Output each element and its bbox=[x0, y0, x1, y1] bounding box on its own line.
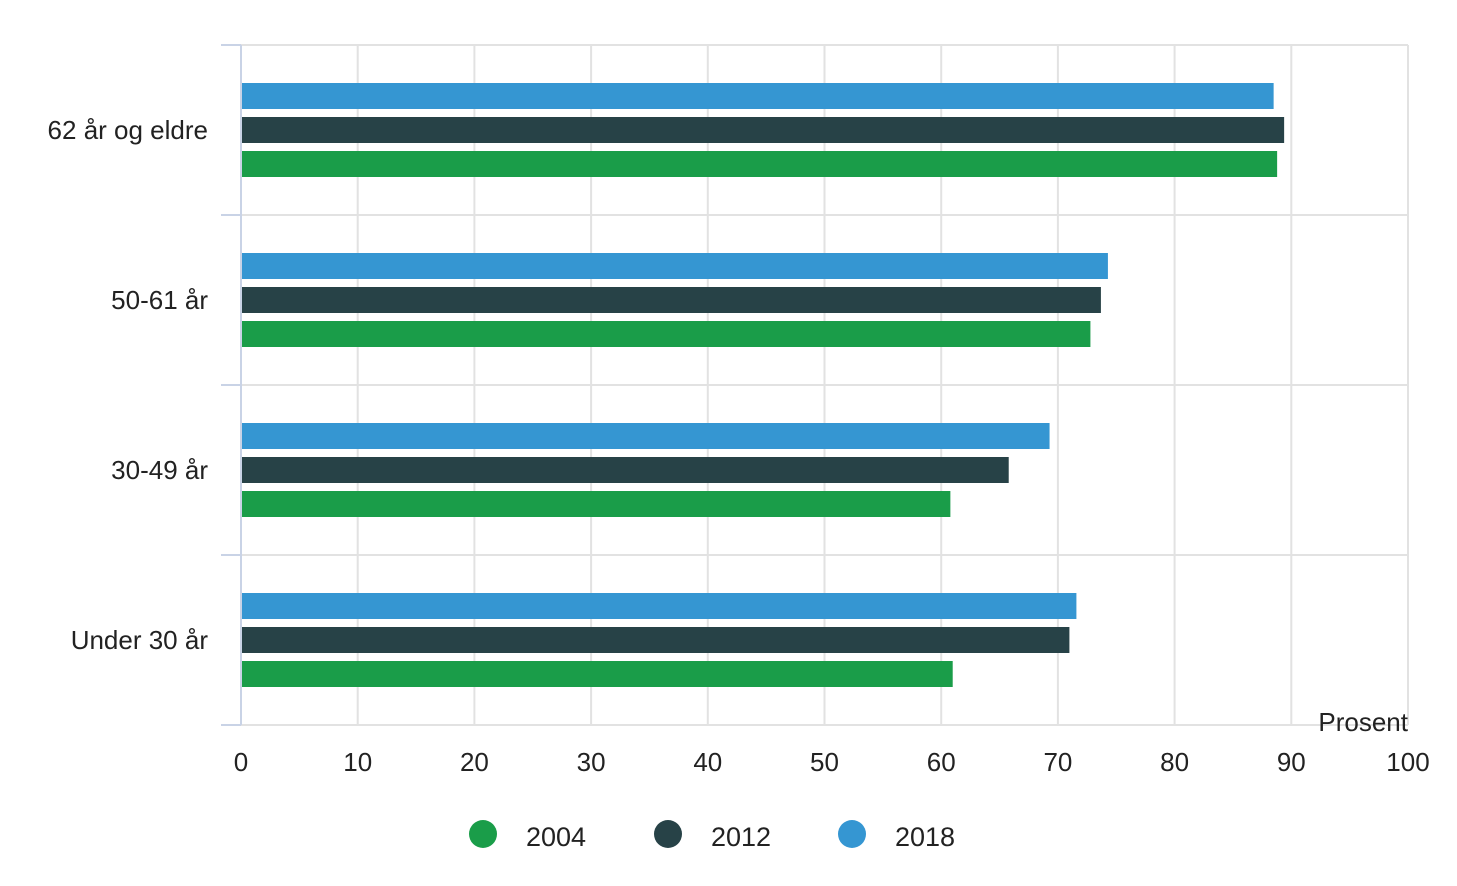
bar bbox=[242, 593, 1077, 619]
legend-marker bbox=[654, 820, 682, 848]
bar bbox=[242, 491, 951, 517]
x-tick-label: 10 bbox=[343, 747, 372, 777]
x-tick-label: 90 bbox=[1277, 747, 1306, 777]
x-tick-label: 0 bbox=[234, 747, 248, 777]
legend-label: 2004 bbox=[526, 822, 586, 852]
x-tick-label: 100 bbox=[1386, 747, 1429, 777]
bar bbox=[242, 661, 953, 687]
y-category-label: 62 år og eldre bbox=[48, 115, 208, 145]
x-tick-label: 30 bbox=[577, 747, 606, 777]
x-tick-label: 50 bbox=[810, 747, 839, 777]
axes bbox=[221, 44, 242, 726]
y-category-label: 50-61 år bbox=[111, 285, 208, 315]
bar bbox=[242, 117, 1285, 143]
x-tick-label: 70 bbox=[1043, 747, 1072, 777]
bar bbox=[242, 627, 1070, 653]
y-category-label: Under 30 år bbox=[71, 625, 209, 655]
bar bbox=[242, 287, 1101, 313]
bar bbox=[242, 457, 1009, 483]
bar bbox=[242, 151, 1278, 177]
x-tick-label: 60 bbox=[927, 747, 956, 777]
x-tick-label: 80 bbox=[1160, 747, 1189, 777]
legend-label: 2018 bbox=[895, 822, 955, 852]
bar bbox=[242, 83, 1274, 109]
bar bbox=[242, 423, 1050, 449]
bars bbox=[242, 83, 1285, 687]
bar bbox=[242, 321, 1091, 347]
legend: 2004 2012 2018 bbox=[469, 820, 955, 852]
grid-lines bbox=[221, 44, 1409, 726]
bar bbox=[242, 253, 1108, 279]
x-tick-label: 20 bbox=[460, 747, 489, 777]
labels: 0 10 20 30 40 50 60 70 80 90 100 62 år og eldre 50-6… bbox=[48, 115, 1430, 777]
legend-marker bbox=[838, 820, 866, 848]
legend-label: 2012 bbox=[711, 822, 771, 852]
x-tick-label: 40 bbox=[693, 747, 722, 777]
legend-marker bbox=[469, 820, 497, 848]
x-axis-title: Prosent bbox=[1318, 707, 1408, 737]
y-category-label: 30-49 år bbox=[111, 455, 208, 485]
